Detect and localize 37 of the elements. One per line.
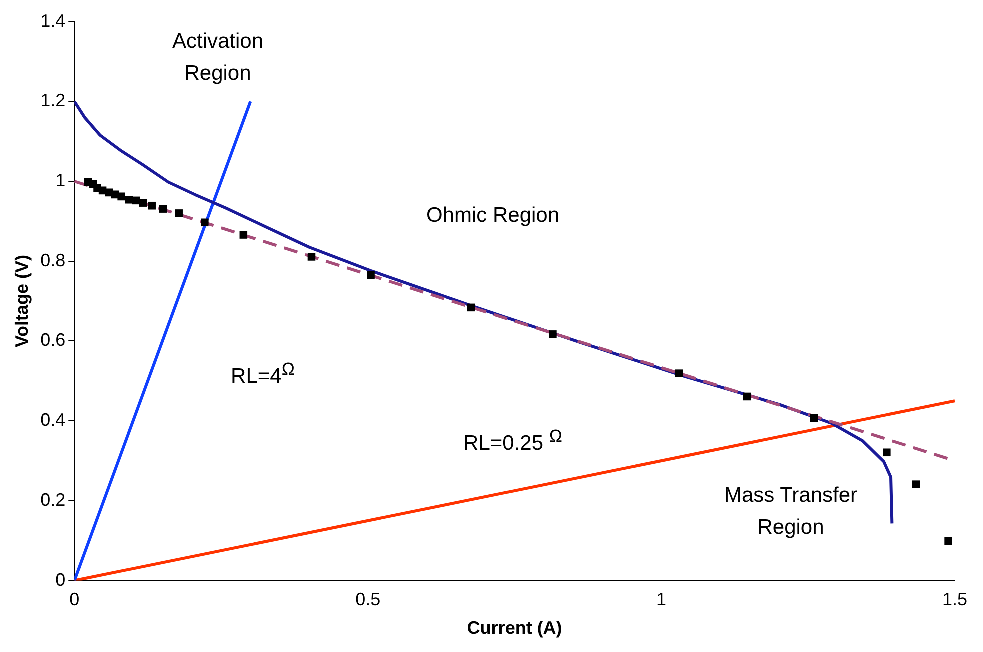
point	[159, 205, 168, 213]
y-tick-label: 0.6	[40, 330, 66, 350]
x-tick-label: 1.5	[942, 590, 968, 610]
annotation: RL=4$^{Ω}$	[230, 358, 296, 390]
point	[912, 480, 920, 488]
x-tick-label: 0	[70, 590, 80, 610]
point	[201, 218, 209, 227]
point	[810, 414, 818, 422]
point	[240, 231, 248, 239]
point	[944, 537, 952, 546]
y-axis-title: Voltage (V)	[12, 254, 32, 348]
annotation: Mass Transfer Region	[723, 483, 859, 541]
point	[549, 330, 557, 338]
y-tick-label: 1	[56, 170, 66, 190]
y-tick-label: 0.8	[40, 250, 66, 270]
point	[118, 192, 126, 201]
y-tick-label: 0.4	[40, 410, 66, 430]
point	[308, 253, 316, 261]
y-tick-label: 0.2	[40, 490, 66, 510]
point	[125, 196, 134, 204]
x-axis-title: Current (A)	[467, 618, 562, 638]
x-tick-label: 0.5	[356, 590, 381, 610]
annotation: RL=0.25 $^{Ω}$	[462, 425, 564, 457]
point	[148, 202, 156, 210]
y-tick-label: 0	[56, 570, 66, 590]
point	[367, 271, 375, 280]
annotation: Activation Region	[171, 29, 265, 87]
point	[175, 210, 183, 218]
point	[743, 392, 752, 401]
point	[467, 304, 476, 312]
y-tick-label: 1.2	[40, 90, 66, 111]
annotation: Ohmic Region	[425, 203, 561, 229]
y-tick-label: 1.4	[40, 10, 66, 31]
x-tick-label: 1	[656, 590, 667, 610]
point	[675, 370, 684, 378]
point	[139, 199, 148, 207]
point	[883, 448, 891, 457]
